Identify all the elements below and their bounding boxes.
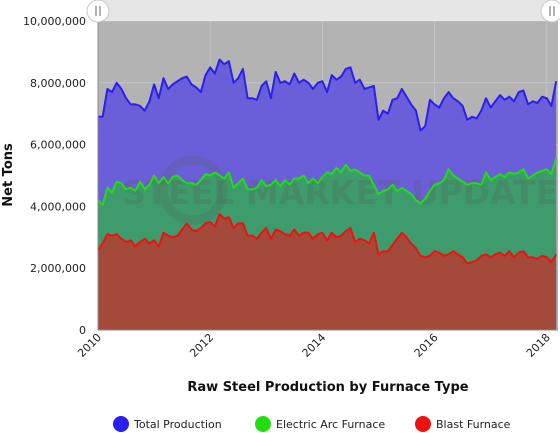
- legend-label: Total Production: [133, 418, 222, 431]
- y-tick-labels: 0 2,000,000 4,000,000 6,000,000 8,000,000 10,…: [23, 15, 86, 337]
- legend-item-electric-arc-furnace[interactable]: Electric Arc Furnace: [255, 416, 385, 432]
- y-tick-label: 2,000,000: [30, 262, 86, 275]
- y-tick-label: 4,000,000: [30, 200, 86, 213]
- x-axis-title: Raw Steel Production by Furnace Type: [187, 380, 468, 395]
- legend-label: Blast Furnace: [436, 418, 511, 431]
- x-tick-labels: 2010 2012 2014 2016 2018: [75, 331, 553, 360]
- watermark-logo-ring: [158, 155, 228, 225]
- legend-marker: [113, 416, 129, 432]
- series-line-blast-furnace: [97, 213, 558, 265]
- range-navigator-bar[interactable]: [98, 0, 558, 21]
- watermark: STEEL MARKET UPDATE: [122, 155, 558, 225]
- series-line-total-production: [98, 58, 558, 132]
- y-axis-title: Net Tons: [1, 143, 16, 207]
- legend: Total Production Electric Arc Furnace Blas…: [113, 416, 511, 432]
- x-tick-label: 2018: [524, 331, 553, 360]
- legend-marker: [415, 416, 431, 432]
- x-tick-label: 2016: [412, 331, 441, 360]
- x-tick-label: 2014: [300, 331, 329, 360]
- series-line-electric-arc-furnace: [97, 158, 558, 206]
- watermark-text: STEEL MARKET UPDATE: [122, 173, 558, 212]
- legend-item-blast-furnace[interactable]: Blast Furnace: [415, 416, 511, 432]
- y-tick-label: 8,000,000: [30, 77, 86, 90]
- y-tick-label: 0: [79, 324, 86, 337]
- range-handle-left[interactable]: [86, 0, 110, 23]
- series-area-blast-furnace: [98, 214, 557, 330]
- x-tick-label: 2012: [187, 331, 216, 360]
- legend-item-total-production[interactable]: Total Production: [113, 416, 222, 432]
- y-tick-label: 10,000,000: [23, 15, 86, 28]
- y-tick-label: 6,000,000: [30, 139, 86, 152]
- legend-marker: [255, 416, 271, 432]
- legend-label: Electric Arc Furnace: [276, 418, 385, 431]
- range-handle-right[interactable]: [540, 0, 560, 23]
